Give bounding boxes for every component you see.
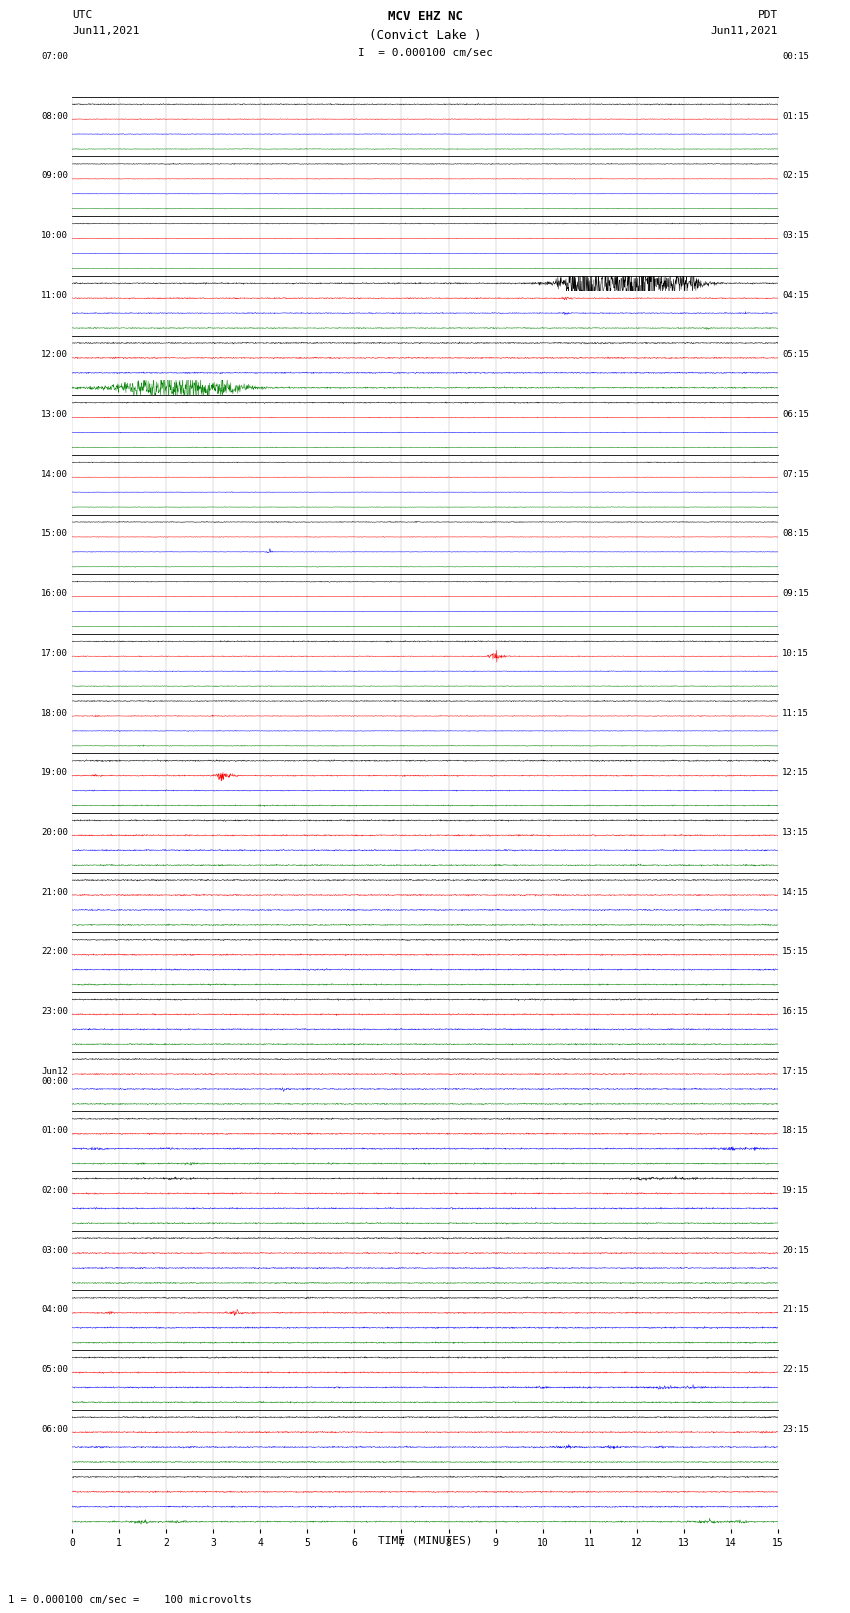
Text: 02:00: 02:00 bbox=[41, 1186, 68, 1195]
Text: 23:15: 23:15 bbox=[782, 1424, 809, 1434]
Text: 14:15: 14:15 bbox=[782, 887, 809, 897]
Text: 23:00: 23:00 bbox=[41, 1007, 68, 1016]
Text: Jun11,2021: Jun11,2021 bbox=[711, 26, 778, 35]
Text: 12:00: 12:00 bbox=[41, 350, 68, 360]
Text: 10:00: 10:00 bbox=[41, 231, 68, 240]
Text: 16:00: 16:00 bbox=[41, 589, 68, 598]
Text: 18:15: 18:15 bbox=[782, 1126, 809, 1136]
Text: PDT: PDT bbox=[757, 10, 778, 19]
Text: 22:15: 22:15 bbox=[782, 1365, 809, 1374]
Text: 14:00: 14:00 bbox=[41, 469, 68, 479]
Text: 04:15: 04:15 bbox=[782, 290, 809, 300]
Text: Jun11,2021: Jun11,2021 bbox=[72, 26, 139, 35]
Text: 11:00: 11:00 bbox=[41, 290, 68, 300]
Text: 13:15: 13:15 bbox=[782, 827, 809, 837]
Text: 17:15: 17:15 bbox=[782, 1066, 809, 1076]
Text: 20:00: 20:00 bbox=[41, 827, 68, 837]
Text: 01:00: 01:00 bbox=[41, 1126, 68, 1136]
Text: 07:15: 07:15 bbox=[782, 469, 809, 479]
Text: 03:00: 03:00 bbox=[41, 1245, 68, 1255]
Text: 20:15: 20:15 bbox=[782, 1245, 809, 1255]
Text: 21:00: 21:00 bbox=[41, 887, 68, 897]
Text: 05:00: 05:00 bbox=[41, 1365, 68, 1374]
Text: 05:15: 05:15 bbox=[782, 350, 809, 360]
Text: 17:00: 17:00 bbox=[41, 648, 68, 658]
Text: 22:00: 22:00 bbox=[41, 947, 68, 957]
Text: 01:15: 01:15 bbox=[782, 111, 809, 121]
Text: (Convict Lake ): (Convict Lake ) bbox=[369, 29, 481, 42]
Text: 15:00: 15:00 bbox=[41, 529, 68, 539]
Text: 08:15: 08:15 bbox=[782, 529, 809, 539]
Text: 12:15: 12:15 bbox=[782, 768, 809, 777]
Text: UTC: UTC bbox=[72, 10, 93, 19]
Text: 02:15: 02:15 bbox=[782, 171, 809, 181]
Text: 06:00: 06:00 bbox=[41, 1424, 68, 1434]
Text: 16:15: 16:15 bbox=[782, 1007, 809, 1016]
Text: 13:00: 13:00 bbox=[41, 410, 68, 419]
Text: 21:15: 21:15 bbox=[782, 1305, 809, 1315]
Text: 19:15: 19:15 bbox=[782, 1186, 809, 1195]
Text: 07:00: 07:00 bbox=[41, 52, 68, 61]
Text: 10:15: 10:15 bbox=[782, 648, 809, 658]
Text: 19:00: 19:00 bbox=[41, 768, 68, 777]
Text: Jun12
00:00: Jun12 00:00 bbox=[41, 1066, 68, 1086]
Text: 00:15: 00:15 bbox=[782, 52, 809, 61]
Text: TIME (MINUTES): TIME (MINUTES) bbox=[377, 1536, 473, 1545]
Text: 08:00: 08:00 bbox=[41, 111, 68, 121]
Text: MCV EHZ NC: MCV EHZ NC bbox=[388, 10, 462, 23]
Text: 09:15: 09:15 bbox=[782, 589, 809, 598]
Text: 03:15: 03:15 bbox=[782, 231, 809, 240]
Text: I  = 0.000100 cm/sec: I = 0.000100 cm/sec bbox=[358, 48, 492, 58]
Text: 11:15: 11:15 bbox=[782, 708, 809, 718]
Text: 1 = 0.000100 cm/sec =    100 microvolts: 1 = 0.000100 cm/sec = 100 microvolts bbox=[8, 1595, 252, 1605]
Text: 06:15: 06:15 bbox=[782, 410, 809, 419]
Text: 18:00: 18:00 bbox=[41, 708, 68, 718]
Text: 15:15: 15:15 bbox=[782, 947, 809, 957]
Text: 09:00: 09:00 bbox=[41, 171, 68, 181]
Text: 04:00: 04:00 bbox=[41, 1305, 68, 1315]
